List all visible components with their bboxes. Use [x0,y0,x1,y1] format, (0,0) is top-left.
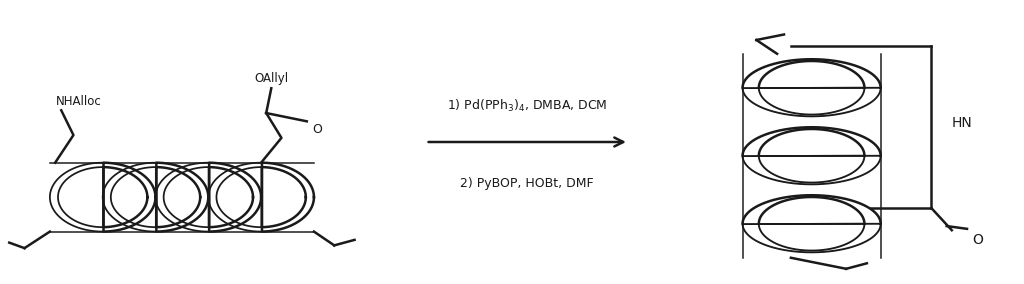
Text: 2) PyBOP, HOBt, DMF: 2) PyBOP, HOBt, DMF [461,177,594,190]
Text: 1) Pd(PPh$_3$)$_4$, DMBA, DCM: 1) Pd(PPh$_3$)$_4$, DMBA, DCM [447,98,607,114]
Text: HN: HN [951,116,973,130]
Text: NHAlloc: NHAlloc [56,95,102,108]
Text: OAllyl: OAllyl [254,72,289,85]
Text: O: O [312,123,322,136]
Text: O: O [972,233,983,247]
